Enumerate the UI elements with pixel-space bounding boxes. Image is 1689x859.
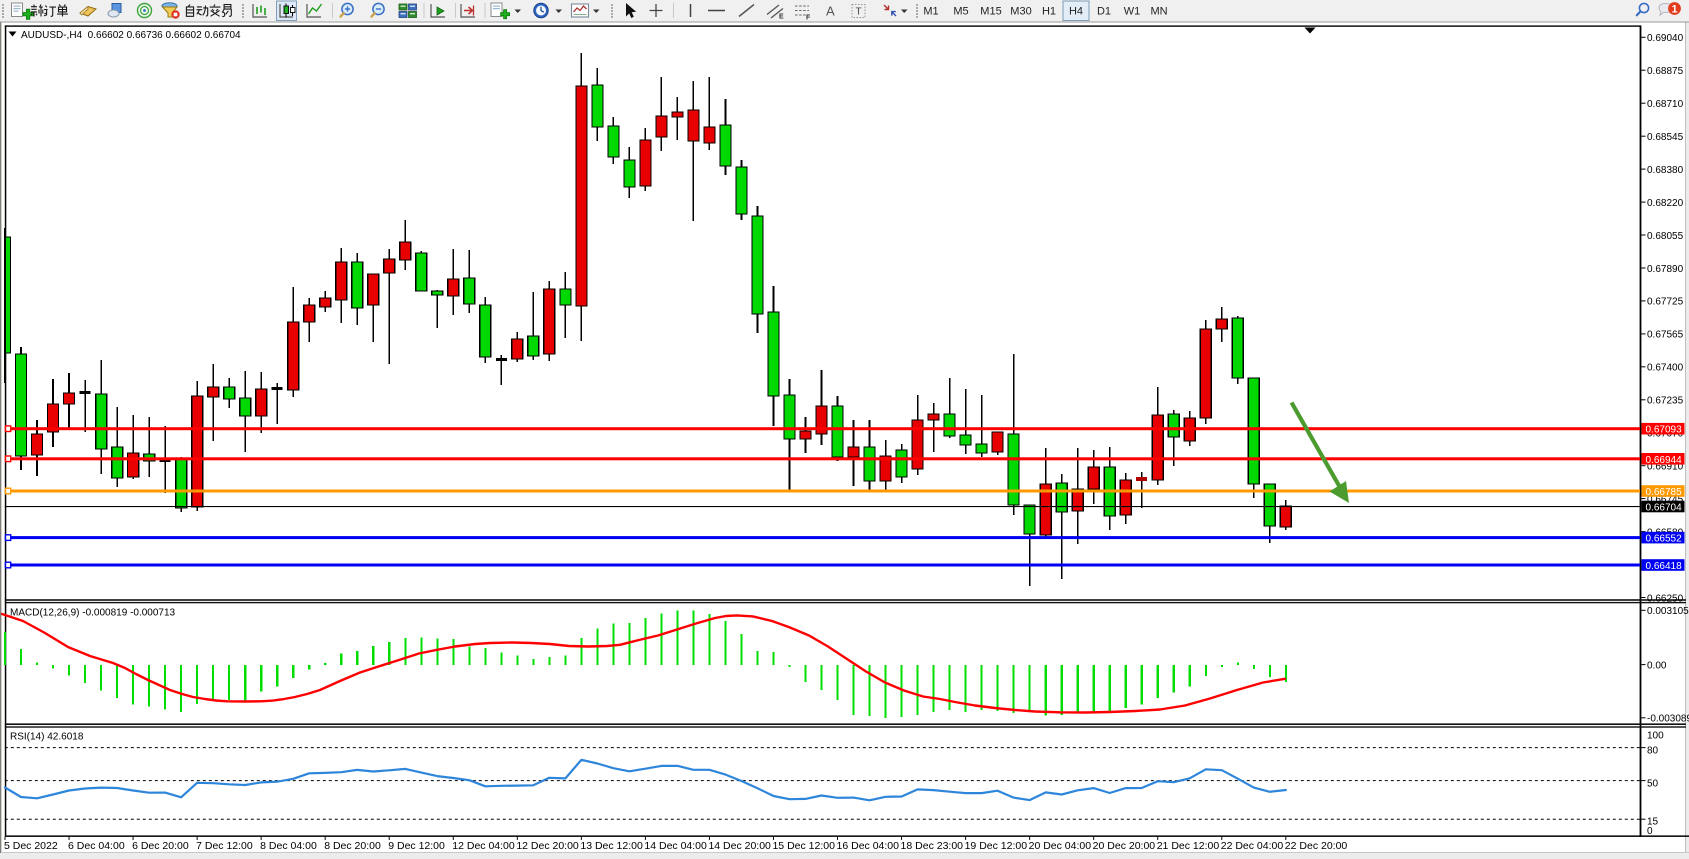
svg-text:50: 50 bbox=[1647, 778, 1659, 789]
svg-text:21 Dec 12:00: 21 Dec 12:00 bbox=[1157, 840, 1220, 852]
svg-text:14 Dec 04:00: 14 Dec 04:00 bbox=[644, 840, 707, 852]
svg-text:7 Dec 12:00: 7 Dec 12:00 bbox=[196, 840, 253, 852]
svg-text:W1: W1 bbox=[1124, 6, 1141, 18]
svg-text:0.66910: 0.66910 bbox=[1647, 462, 1684, 473]
svg-text:M1: M1 bbox=[923, 6, 938, 18]
svg-text:M15: M15 bbox=[980, 6, 1001, 18]
svg-text:MACD(12,26,9) -0.000819 -0.000: MACD(12,26,9) -0.000819 -0.000713 bbox=[10, 608, 176, 619]
svg-text:0.68710: 0.68710 bbox=[1647, 99, 1684, 110]
svg-text:5 Dec 2022: 5 Dec 2022 bbox=[4, 840, 58, 852]
svg-text:1: 1 bbox=[1671, 4, 1677, 16]
svg-text:0.003105: 0.003105 bbox=[1647, 606, 1689, 617]
svg-text:80: 80 bbox=[1647, 745, 1659, 756]
svg-text:D1: D1 bbox=[1097, 6, 1111, 18]
svg-text:0.66250: 0.66250 bbox=[1647, 593, 1684, 604]
svg-text:19 Dec 12:00: 19 Dec 12:00 bbox=[965, 840, 1028, 852]
svg-text:22 Dec 04:00: 22 Dec 04:00 bbox=[1221, 840, 1284, 852]
svg-text:20 Dec 20:00: 20 Dec 20:00 bbox=[1093, 840, 1156, 852]
svg-text:12 Dec 04:00: 12 Dec 04:00 bbox=[452, 840, 515, 852]
svg-text:0.66704: 0.66704 bbox=[1646, 503, 1683, 514]
svg-text:0.67093: 0.67093 bbox=[1646, 425, 1683, 436]
svg-text:0.66552: 0.66552 bbox=[1646, 534, 1683, 545]
svg-text:E: E bbox=[779, 14, 784, 21]
svg-text:A: A bbox=[826, 4, 835, 19]
svg-text:18 Dec 23:00: 18 Dec 23:00 bbox=[901, 840, 964, 852]
svg-text:MN: MN bbox=[1150, 6, 1167, 18]
svg-text:0.68055: 0.68055 bbox=[1647, 231, 1684, 242]
svg-text:F: F bbox=[806, 15, 811, 22]
svg-text:RSI(14) 42.6018: RSI(14) 42.6018 bbox=[10, 732, 84, 743]
svg-text:0.68380: 0.68380 bbox=[1647, 165, 1684, 176]
svg-text:0.68875: 0.68875 bbox=[1647, 66, 1684, 77]
svg-text:T: T bbox=[856, 7, 862, 18]
svg-text:6 Dec 20:00: 6 Dec 20:00 bbox=[132, 840, 189, 852]
svg-text:14 Dec 20:00: 14 Dec 20:00 bbox=[708, 840, 771, 852]
svg-text:H1: H1 bbox=[1042, 6, 1056, 18]
svg-text:0.67725: 0.67725 bbox=[1647, 297, 1684, 308]
svg-text:15 Dec 12:00: 15 Dec 12:00 bbox=[772, 840, 835, 852]
svg-text:20 Dec 04:00: 20 Dec 04:00 bbox=[1029, 840, 1092, 852]
svg-text:15: 15 bbox=[1647, 816, 1659, 827]
svg-text:8 Dec 20:00: 8 Dec 20:00 bbox=[324, 840, 381, 852]
svg-text:0.66944: 0.66944 bbox=[1646, 455, 1683, 466]
svg-text:-0.003089: -0.003089 bbox=[1647, 714, 1689, 725]
svg-text:6 Dec 04:00: 6 Dec 04:00 bbox=[68, 840, 125, 852]
svg-text:0.66785: 0.66785 bbox=[1646, 487, 1683, 498]
svg-text:M30: M30 bbox=[1010, 6, 1031, 18]
svg-text:12 Dec 20:00: 12 Dec 20:00 bbox=[516, 840, 579, 852]
svg-text:0.69040: 0.69040 bbox=[1647, 33, 1684, 44]
svg-text:100: 100 bbox=[1647, 730, 1664, 741]
svg-text:0: 0 bbox=[1647, 826, 1653, 837]
svg-text:M5: M5 bbox=[953, 6, 968, 18]
svg-text:9 Dec 12:00: 9 Dec 12:00 bbox=[388, 840, 445, 852]
svg-text:13 Dec 12:00: 13 Dec 12:00 bbox=[580, 840, 643, 852]
svg-text:8 Dec 04:00: 8 Dec 04:00 bbox=[260, 840, 317, 852]
svg-text:0.66745: 0.66745 bbox=[1647, 494, 1684, 505]
svg-text:0.67890: 0.67890 bbox=[1647, 264, 1684, 275]
svg-text:16 Dec 04:00: 16 Dec 04:00 bbox=[837, 840, 900, 852]
svg-text:0.66418: 0.66418 bbox=[1646, 561, 1683, 572]
svg-text:H4: H4 bbox=[1069, 6, 1083, 18]
svg-text:22 Dec 20:00: 22 Dec 20:00 bbox=[1285, 840, 1348, 852]
svg-text:0.67565: 0.67565 bbox=[1647, 330, 1684, 341]
svg-text:0.00: 0.00 bbox=[1647, 660, 1667, 671]
svg-text:AUDUSD-,H4 0.66602 0.66736 0.: AUDUSD-,H4 0.66602 0.66736 0.66602 0.667… bbox=[21, 30, 241, 41]
svg-text:0.68545: 0.68545 bbox=[1647, 132, 1684, 143]
svg-text:0.68220: 0.68220 bbox=[1647, 198, 1684, 209]
svg-text:0.67235: 0.67235 bbox=[1647, 396, 1684, 407]
svg-text:0.67400: 0.67400 bbox=[1647, 363, 1684, 374]
